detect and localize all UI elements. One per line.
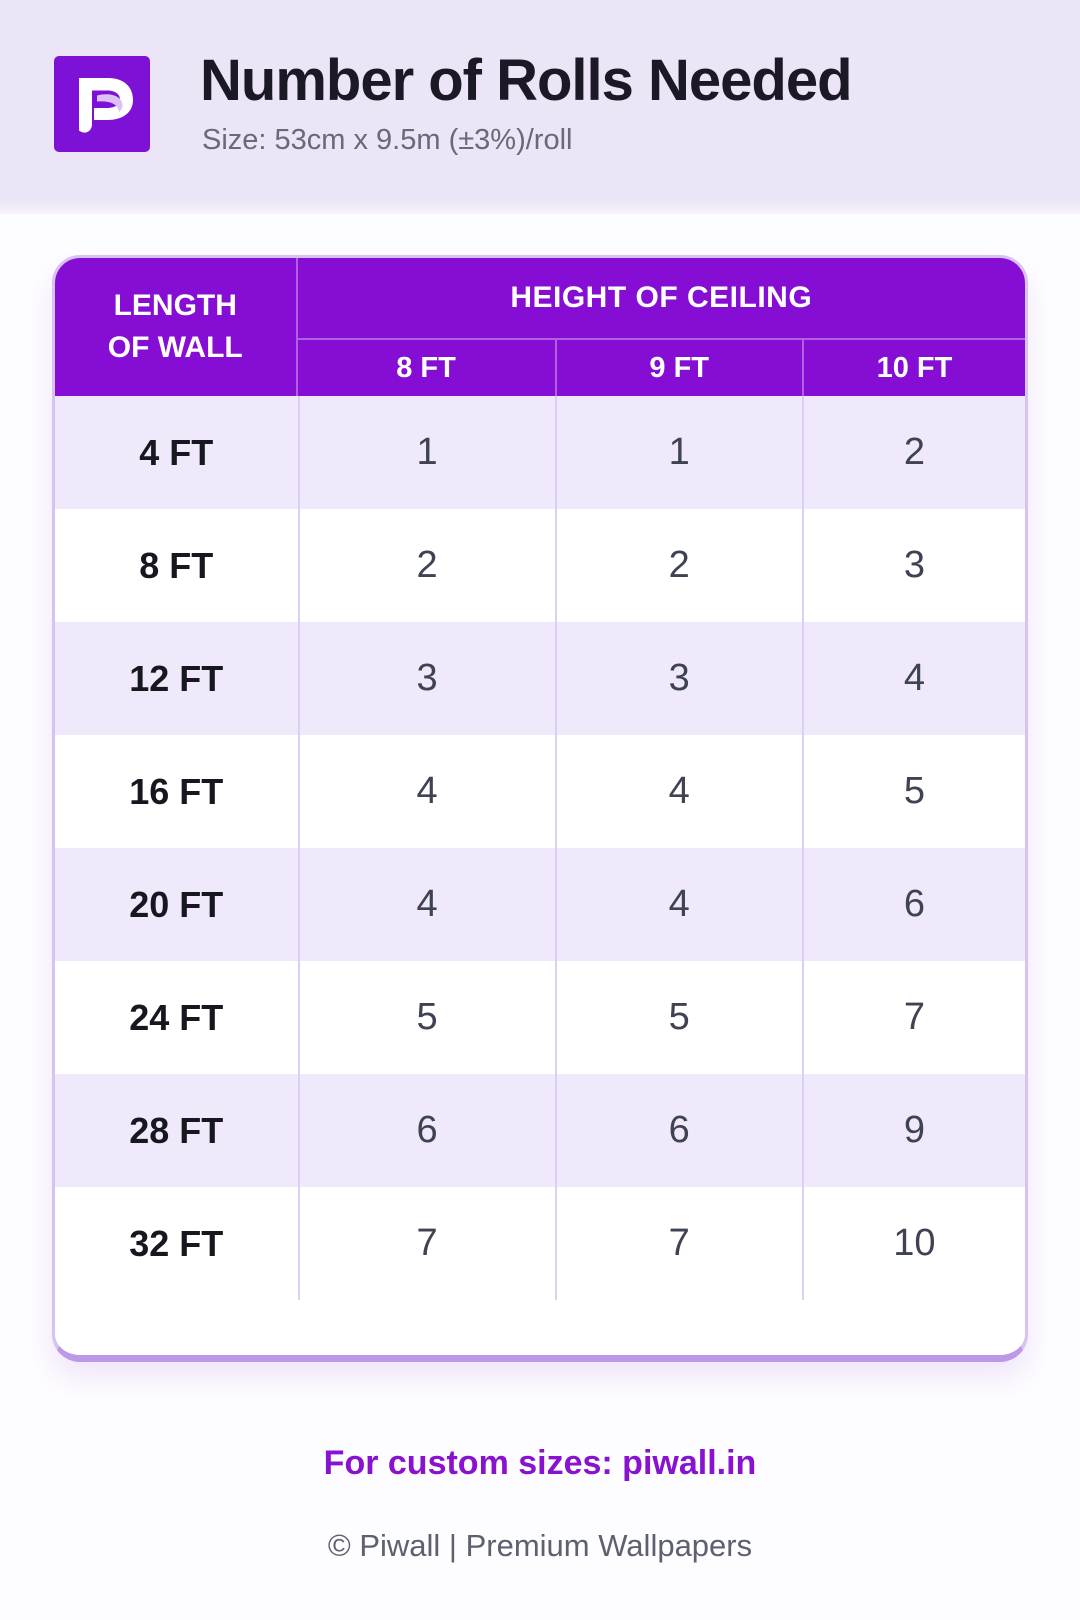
table-header: LENGTH OF WALL HEIGHT OF CEILING 8 FT 9 … — [55, 258, 1025, 396]
value-cell: 4 — [801, 622, 1025, 735]
value-cell: 3 — [801, 509, 1025, 622]
value-cell: 3 — [297, 622, 555, 735]
value-cell: 3 — [554, 622, 802, 735]
column-header-length-of-wall: LENGTH OF WALL — [55, 258, 298, 396]
copyright-text: © Piwall | Premium Wallpapers — [327, 1528, 753, 1563]
value-cell: 1 — [297, 396, 555, 509]
table-row: 4 FT 1 1 2 — [55, 396, 1025, 509]
page-subtitle: Size: 53cm x 9.5m (±3%)/roll — [202, 124, 573, 156]
table-row: 16 FT 4 4 5 — [55, 735, 1025, 848]
header-band: Number of Rolls Needed Size: 53cm x 9.5m… — [0, 0, 1080, 214]
table-row: 20 FT 4 4 6 — [55, 848, 1025, 961]
rolls-table-card: LENGTH OF WALL HEIGHT OF CEILING 8 FT 9 … — [52, 255, 1028, 1362]
table-row: 32 FT 7 7 10 — [55, 1187, 1025, 1300]
value-cell: 4 — [554, 735, 802, 848]
value-cell: 6 — [801, 848, 1025, 961]
value-cell: 5 — [554, 961, 802, 1074]
value-cell: 7 — [297, 1187, 555, 1300]
row-label: 28 FT — [129, 1109, 224, 1151]
row-label: 32 FT — [129, 1222, 224, 1264]
row-label: 24 FT — [129, 996, 224, 1038]
row-label: 16 FT — [129, 770, 224, 812]
column-group-header-height-of-ceiling: HEIGHT OF CEILING — [510, 281, 813, 314]
row-label: 8 FT — [139, 544, 214, 586]
row-label: 12 FT — [129, 657, 224, 699]
value-cell: 5 — [297, 961, 555, 1074]
value-cell: 4 — [297, 735, 555, 848]
value-cell: 10 — [801, 1187, 1025, 1300]
piwall-logo-icon — [54, 56, 150, 152]
value-cell: 7 — [801, 961, 1025, 1074]
value-cell: 5 — [801, 735, 1025, 848]
table-row: 24 FT 5 5 7 — [55, 961, 1025, 1074]
column-header-8ft: 8 FT — [297, 338, 555, 396]
value-cell: 4 — [554, 848, 802, 961]
value-cell: 2 — [801, 396, 1025, 509]
value-cell: 4 — [297, 848, 555, 961]
table-row: 28 FT 6 6 9 — [55, 1074, 1025, 1187]
table-row: 8 FT 2 2 3 — [55, 509, 1025, 622]
value-cell: 6 — [554, 1074, 802, 1187]
card-bottom-padding — [55, 1300, 1025, 1355]
table-row: 12 FT 3 3 4 — [55, 622, 1025, 735]
row-label: 4 FT — [139, 431, 214, 473]
column-header-9ft: 9 FT — [554, 338, 802, 396]
value-cell: 2 — [297, 509, 555, 622]
custom-sizes-link[interactable]: For custom sizes: piwall.in — [323, 1444, 757, 1482]
value-cell: 1 — [554, 396, 802, 509]
value-cell: 9 — [801, 1074, 1025, 1187]
page-title: Number of Rolls Needed — [200, 48, 853, 113]
value-cell: 6 — [297, 1074, 555, 1187]
column-header-10ft: 10 FT — [801, 338, 1025, 396]
value-cell: 2 — [554, 509, 802, 622]
table-body: 4 FT 1 1 2 8 FT 2 2 3 12 FT 3 3 4 16 FT … — [55, 396, 1025, 1300]
value-cell: 7 — [554, 1187, 802, 1300]
row-label: 20 FT — [129, 883, 224, 925]
